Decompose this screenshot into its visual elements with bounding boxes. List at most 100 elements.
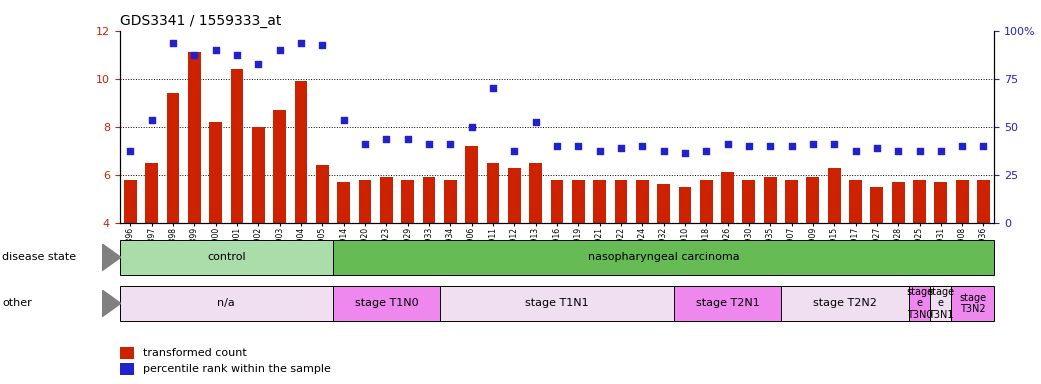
Bar	[465, 146, 478, 223]
Polygon shape	[102, 290, 121, 317]
Bar	[209, 122, 222, 223]
Bar	[333, 240, 994, 275]
Bar	[508, 167, 520, 223]
Point	[506, 148, 523, 154]
Bar	[358, 180, 372, 223]
Point	[697, 148, 714, 154]
Text: control: control	[207, 252, 246, 262]
Bar	[721, 172, 734, 223]
Bar	[951, 286, 994, 321]
Point	[463, 124, 480, 130]
Bar	[700, 180, 713, 223]
Point	[164, 40, 181, 46]
Point	[911, 148, 928, 154]
Bar	[870, 187, 883, 223]
Bar	[120, 363, 134, 376]
Bar	[274, 110, 286, 223]
Text: n/a: n/a	[218, 298, 235, 308]
Bar	[188, 52, 201, 223]
Point	[719, 141, 736, 147]
Point	[528, 119, 544, 125]
Bar	[828, 167, 840, 223]
Bar	[439, 286, 675, 321]
Bar	[807, 177, 819, 223]
Point	[634, 143, 651, 149]
Bar	[443, 180, 457, 223]
Bar	[785, 180, 798, 223]
Point	[335, 116, 352, 122]
Point	[485, 85, 502, 91]
Text: GDS3341 / 1559333_at: GDS3341 / 1559333_at	[120, 14, 281, 28]
Bar	[657, 184, 670, 223]
Point	[378, 136, 395, 142]
Point	[655, 148, 671, 154]
Point	[677, 150, 693, 156]
Bar	[679, 187, 691, 223]
Text: nasopharyngeal carcinoma: nasopharyngeal carcinoma	[588, 252, 739, 262]
Text: stage
e
T3N1: stage e T3N1	[928, 287, 955, 320]
Point	[890, 148, 907, 154]
Bar	[931, 286, 951, 321]
Point	[933, 148, 949, 154]
Bar	[593, 180, 606, 223]
Bar	[781, 286, 909, 321]
Bar	[295, 81, 307, 223]
Point	[229, 52, 246, 58]
Bar	[337, 182, 350, 223]
Text: stage T1N0: stage T1N0	[355, 298, 418, 308]
Point	[314, 42, 331, 48]
Point	[549, 143, 565, 149]
Bar	[675, 286, 781, 321]
Text: stage T1N1: stage T1N1	[525, 298, 589, 308]
Point	[272, 47, 288, 53]
Text: percentile rank within the sample: percentile rank within the sample	[143, 364, 330, 374]
Bar	[231, 69, 244, 223]
Bar	[333, 286, 439, 321]
Point	[293, 40, 309, 46]
Text: disease state: disease state	[2, 252, 76, 262]
Point	[847, 148, 864, 154]
Point	[762, 143, 779, 149]
Bar	[401, 180, 414, 223]
Text: stage
T3N2: stage T3N2	[959, 293, 987, 314]
Bar	[146, 163, 158, 223]
Point	[207, 47, 224, 53]
Point	[975, 143, 992, 149]
Bar	[956, 180, 968, 223]
Point	[250, 61, 266, 68]
Bar	[849, 180, 862, 223]
Text: stage T2N1: stage T2N1	[695, 298, 760, 308]
Bar	[423, 177, 435, 223]
Bar	[572, 180, 585, 223]
Point	[400, 136, 416, 142]
Text: other: other	[2, 298, 32, 308]
Bar	[486, 163, 500, 223]
Bar	[909, 286, 931, 321]
Point	[805, 141, 821, 147]
Text: stage T2N2: stage T2N2	[813, 298, 877, 308]
Bar	[551, 180, 563, 223]
Point	[186, 52, 203, 58]
Point	[954, 143, 970, 149]
Bar	[120, 240, 333, 275]
Point	[868, 145, 885, 151]
Point	[421, 141, 437, 147]
Polygon shape	[102, 244, 121, 271]
Bar	[252, 127, 264, 223]
Point	[740, 143, 757, 149]
Text: stage
e
T3N0: stage e T3N0	[906, 287, 933, 320]
Bar	[935, 182, 947, 223]
Bar	[892, 182, 905, 223]
Text: transformed count: transformed count	[143, 348, 247, 358]
Point	[442, 141, 459, 147]
Bar	[529, 163, 542, 223]
Bar	[380, 177, 392, 223]
Point	[612, 145, 629, 151]
Point	[826, 141, 842, 147]
Point	[591, 148, 608, 154]
Bar	[636, 180, 649, 223]
Bar	[977, 180, 990, 223]
Point	[357, 141, 374, 147]
Bar	[764, 177, 777, 223]
Bar	[124, 180, 136, 223]
